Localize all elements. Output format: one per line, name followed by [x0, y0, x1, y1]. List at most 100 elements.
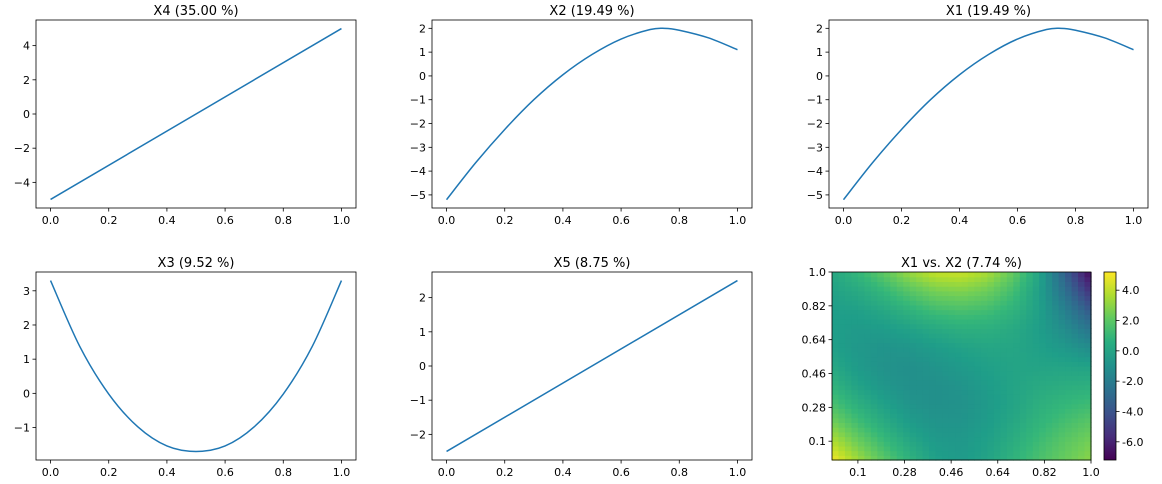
- heatmap-cell: [857, 342, 865, 348]
- axes-frame: [831, 271, 1092, 461]
- heatmap-cell: [955, 422, 963, 428]
- heatmap-cell: [916, 455, 924, 461]
- heatmap-cell: [993, 309, 1001, 315]
- heatmap-cell: [987, 286, 995, 292]
- heatmap-cell: [916, 366, 924, 372]
- heatmap-cell: [935, 356, 943, 362]
- heatmap-cell: [864, 295, 872, 301]
- heatmap-cell: [1026, 328, 1034, 334]
- heatmap-cell: [961, 347, 969, 353]
- heatmap-cell: [1039, 413, 1047, 419]
- heatmap-cell: [993, 347, 1001, 353]
- heatmap-cell: [942, 351, 950, 358]
- heatmap-cell: [1071, 422, 1079, 428]
- heatmap-cell: [980, 398, 988, 405]
- heatmap-cell: [1052, 431, 1060, 438]
- heatmap-cell: [1019, 427, 1027, 433]
- heatmap-cell: [1078, 441, 1086, 447]
- heatmap-cell: [1013, 333, 1021, 339]
- heatmap-cell: [1019, 304, 1027, 311]
- heatmap-cell: [1071, 272, 1079, 278]
- heatmap-cell: [864, 361, 872, 367]
- heatmap-cell: [1019, 384, 1027, 391]
- heatmap-cell: [1006, 370, 1014, 376]
- heatmap-cell: [890, 422, 898, 428]
- heatmap-cell: [1052, 272, 1060, 278]
- heatmap-cell: [903, 370, 911, 376]
- heatmap-cell: [1000, 309, 1008, 315]
- heatmap-cell: [890, 389, 898, 395]
- heatmap-cell: [896, 441, 904, 447]
- heatmap-cell: [942, 398, 950, 405]
- heatmap-cell: [1045, 351, 1053, 358]
- heatmap-cell: [993, 337, 1001, 344]
- heatmap-cell: [993, 375, 1001, 381]
- heatmap-cell: [870, 455, 878, 461]
- y-tick-label: −2: [410, 428, 426, 441]
- heatmap-cell: [980, 389, 988, 395]
- heatmap-cell: [890, 455, 898, 461]
- heatmap-cell: [838, 295, 846, 301]
- heatmap-cell: [974, 281, 982, 287]
- heatmap-cell: [948, 361, 956, 367]
- heatmap-cell: [1078, 445, 1086, 452]
- heatmap-cell: [883, 436, 891, 442]
- heatmap-cell: [870, 286, 878, 292]
- heatmap-cell: [864, 375, 872, 381]
- heatmap-cell: [1065, 450, 1073, 456]
- heatmap-cell: [1058, 351, 1066, 358]
- heatmap-cell: [961, 417, 969, 423]
- heatmap-cell: [1000, 328, 1008, 334]
- heatmap-cell: [1084, 300, 1092, 306]
- heatmap-cell: [1000, 286, 1008, 292]
- x-tick-label: 1.0: [333, 466, 351, 479]
- series-line: [842, 27, 1134, 201]
- heatmap-cell: [929, 337, 937, 344]
- heatmap-cell: [980, 295, 988, 301]
- heatmap-cell: [935, 427, 943, 433]
- heatmap-cell: [1045, 431, 1053, 438]
- heatmap-cell: [1019, 422, 1027, 428]
- heatmap-cell: [1000, 337, 1008, 344]
- heatmap-cell: [890, 281, 898, 287]
- y-tick-label: 0.82: [802, 300, 827, 313]
- heatmap-cell: [1032, 286, 1040, 292]
- heatmap-cell: [1071, 314, 1079, 320]
- heatmap-cell: [1032, 450, 1040, 456]
- heatmap-cell: [942, 441, 950, 447]
- heatmap-cell: [877, 276, 885, 282]
- heatmap-cell: [909, 413, 917, 419]
- heatmap-cell: [942, 295, 950, 301]
- heatmap-cell: [987, 408, 995, 414]
- heatmap-cell: [883, 370, 891, 376]
- heatmap-cell: [929, 450, 937, 456]
- heatmap-cell: [967, 375, 976, 381]
- heatmap-cell: [1045, 328, 1053, 334]
- heatmap-cell: [955, 389, 963, 395]
- heatmap-cell: [916, 417, 924, 423]
- heatmap-cell: [1071, 398, 1079, 405]
- heatmap-cell: [838, 422, 846, 428]
- heatmap-cell: [838, 309, 846, 315]
- heatmap-cell: [1006, 408, 1014, 414]
- heatmap-cell: [1058, 309, 1066, 315]
- heatmap-cell: [961, 295, 969, 301]
- heatmap-cell: [1032, 272, 1040, 278]
- heatmap-cell: [1032, 351, 1040, 358]
- heatmap-cell: [877, 384, 885, 391]
- heatmap-cell: [909, 342, 917, 348]
- y-tick-label: 2: [23, 319, 30, 332]
- heatmap-cell: [929, 281, 937, 287]
- colorbar: [1103, 271, 1117, 461]
- heatmap-cell: [1039, 309, 1047, 315]
- heatmap-cell: [1084, 431, 1092, 438]
- heatmap-cell: [1065, 333, 1073, 339]
- heatmap-cell: [877, 417, 885, 423]
- heatmap-cell: [1032, 366, 1040, 372]
- heatmap-cell: [1039, 300, 1047, 306]
- heatmap-cell: [980, 342, 988, 348]
- heatmap-cell: [1039, 295, 1047, 301]
- heatmap-cell: [832, 281, 840, 287]
- heatmap-cell: [942, 375, 950, 381]
